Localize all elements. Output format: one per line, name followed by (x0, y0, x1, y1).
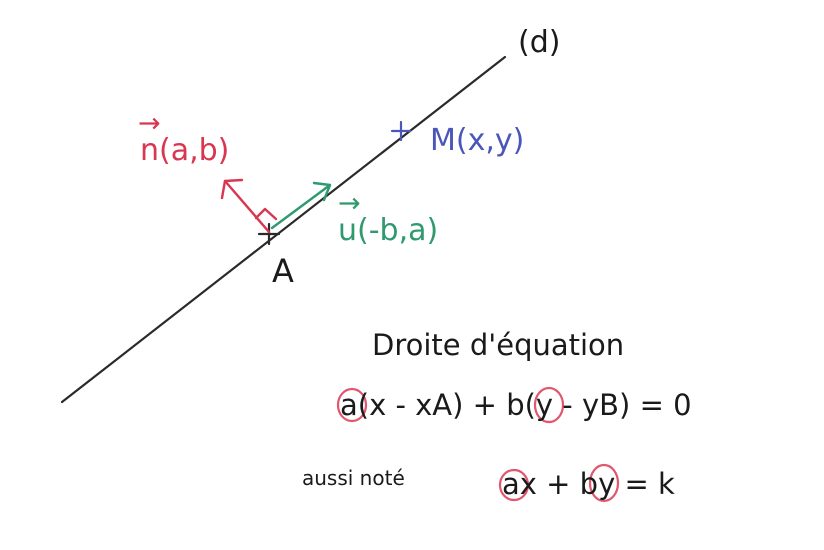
equation-2: ax + by = k (502, 467, 675, 501)
highlight-b-eq2 (588, 463, 620, 503)
normal-vector (220, 178, 278, 234)
highlight-a-eq1 (336, 387, 368, 423)
equation-1: a(x - xA) + b(y - yB) = 0 (340, 388, 692, 422)
highlight-b-eq1 (533, 386, 565, 424)
line-d-label: (d) (518, 25, 560, 60)
direction-vector (270, 181, 332, 230)
point-m-marker (390, 120, 412, 142)
line-d (60, 55, 507, 404)
direction-vector-label: u(-b,a) (338, 213, 438, 248)
point-a-marker (257, 222, 281, 246)
direction-vector-arrow: → (338, 188, 361, 219)
normal-vector-label: n(a,b) (140, 133, 229, 168)
equation-title: Droite d'équation (372, 328, 624, 362)
highlight-a-eq2 (498, 468, 530, 502)
point-a-label: A (272, 252, 294, 290)
normal-vector-arrow: → (138, 108, 161, 139)
point-m-label: M(x,y) (430, 123, 524, 158)
equation-2-prefix: aussi noté (302, 466, 405, 490)
